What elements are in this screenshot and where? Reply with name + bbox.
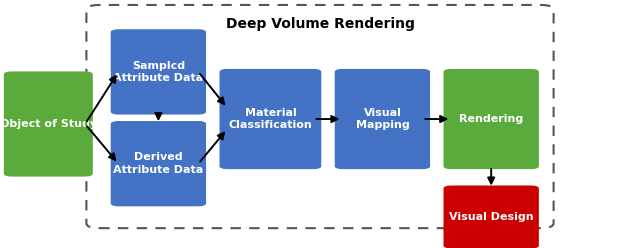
Text: Derived
Attribute Data: Derived Attribute Data xyxy=(113,153,204,175)
FancyBboxPatch shape xyxy=(111,29,206,115)
Text: Rendering: Rendering xyxy=(459,114,524,124)
Text: Deep Volume Rendering: Deep Volume Rendering xyxy=(225,17,415,31)
FancyBboxPatch shape xyxy=(4,71,93,177)
FancyBboxPatch shape xyxy=(444,69,539,169)
FancyBboxPatch shape xyxy=(220,69,321,169)
Text: Object of Study: Object of Study xyxy=(0,119,97,129)
Text: Samplcd
Attribute Data: Samplcd Attribute Data xyxy=(113,61,204,83)
Text: Material
Classification: Material Classification xyxy=(228,108,312,130)
FancyBboxPatch shape xyxy=(335,69,430,169)
Text: Visual
Mapping: Visual Mapping xyxy=(356,108,409,130)
Text: Visual Design: Visual Design xyxy=(449,212,534,222)
FancyBboxPatch shape xyxy=(444,186,539,248)
FancyBboxPatch shape xyxy=(111,121,206,206)
